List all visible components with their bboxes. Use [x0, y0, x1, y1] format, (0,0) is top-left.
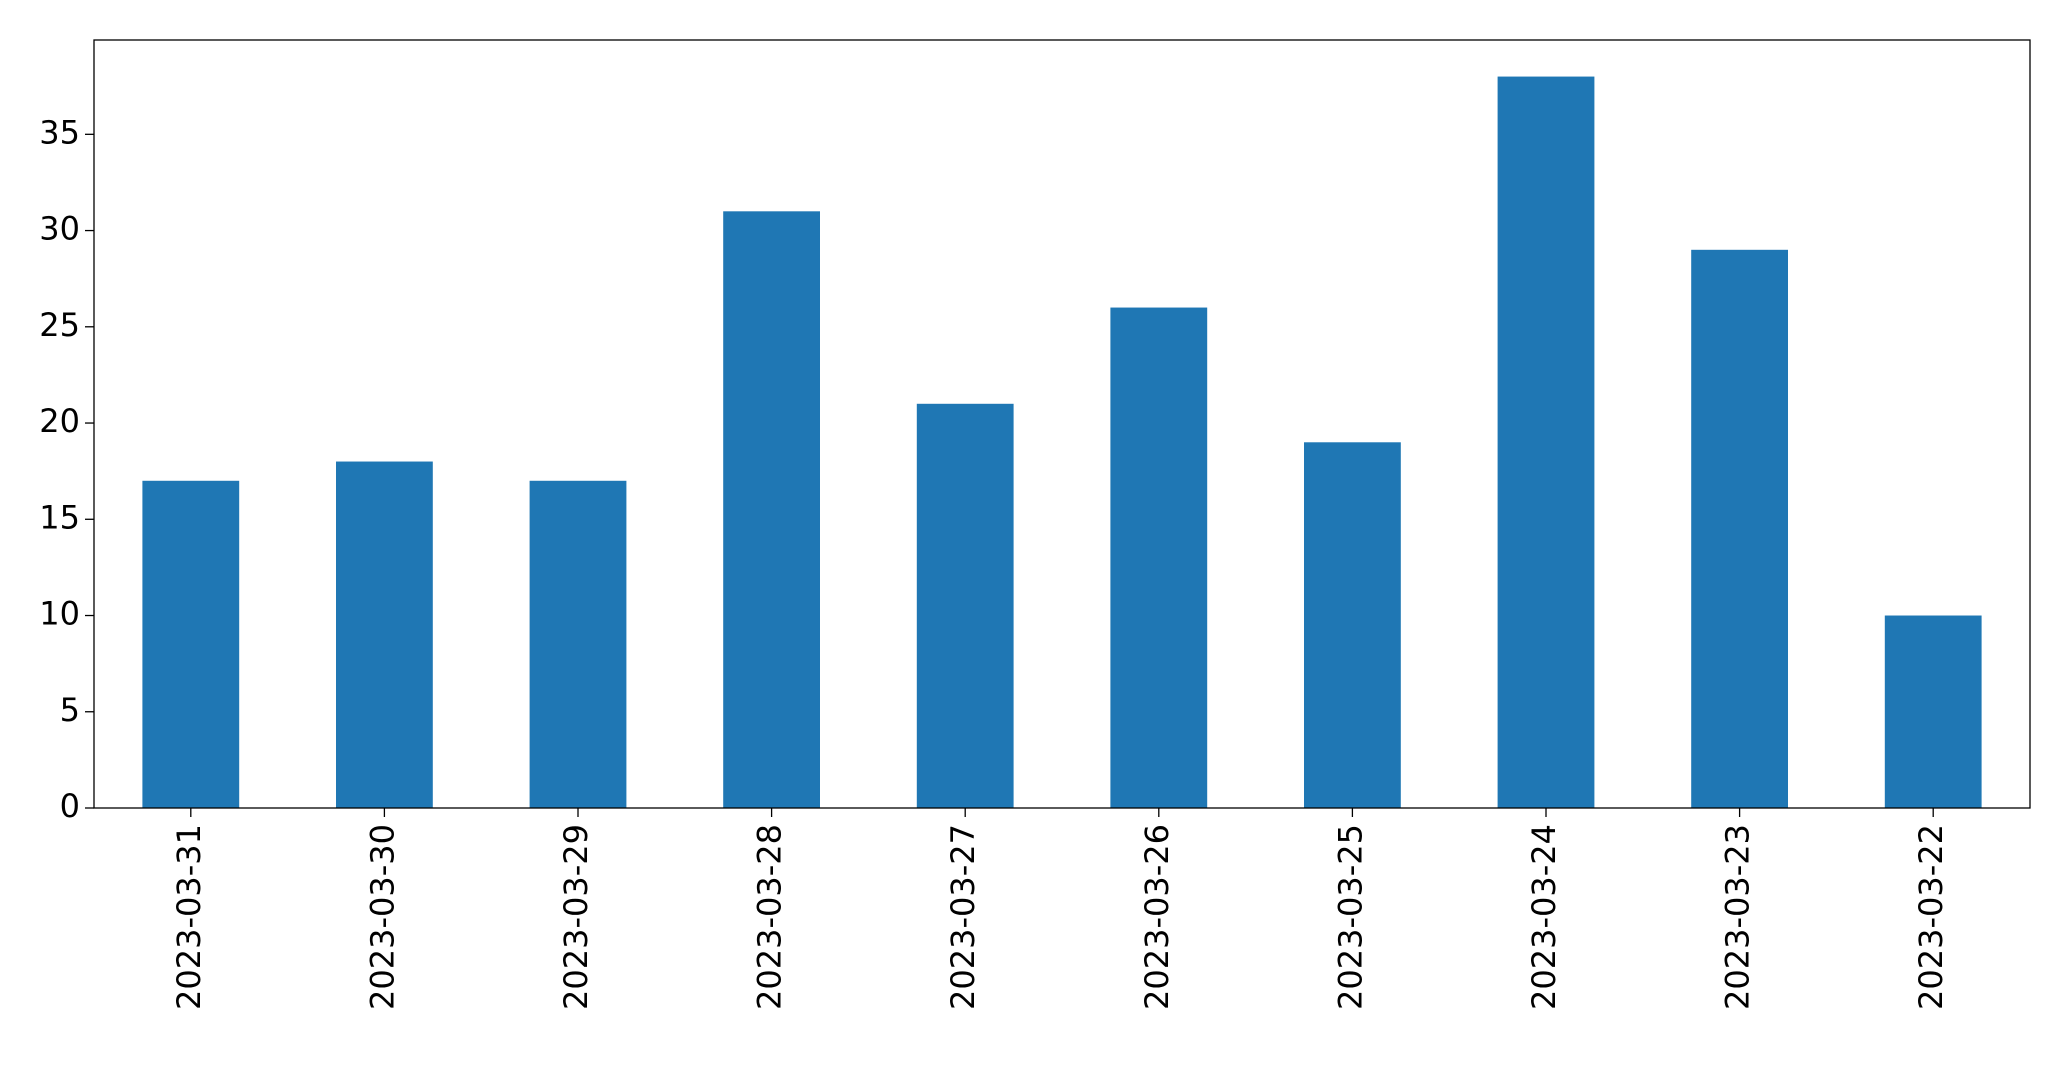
- bar: [1110, 307, 1208, 808]
- bar: [723, 211, 820, 808]
- y-tick-label: 5: [60, 691, 80, 729]
- y-tick-label: 25: [39, 306, 80, 344]
- y-tick-label: 35: [39, 113, 80, 151]
- bar: [1304, 442, 1401, 808]
- bar: [916, 403, 1014, 808]
- y-tick-label: 30: [39, 210, 80, 248]
- bar: [1884, 615, 1982, 808]
- x-tick-label: 2023-03-24: [1525, 824, 1563, 1010]
- y-tick-label: 15: [39, 498, 80, 536]
- x-tick-label: 2023-03-27: [944, 824, 982, 1010]
- bar: [336, 461, 433, 808]
- bar: [529, 480, 627, 808]
- x-tick-label: 2023-03-22: [1912, 824, 1950, 1010]
- y-tick-label: 10: [39, 595, 80, 633]
- axes-frame: [93, 39, 2031, 809]
- x-tick-label: 2023-03-31: [170, 824, 208, 1010]
- bar: [1691, 249, 1788, 808]
- bar: [1497, 76, 1595, 809]
- x-tick-label: 2023-03-23: [1719, 824, 1757, 1010]
- x-tick-label: 2023-03-25: [1331, 824, 1369, 1010]
- x-tick-label: 2023-03-28: [751, 824, 789, 1010]
- bar: [142, 480, 240, 808]
- y-tick-label: 20: [39, 402, 80, 440]
- x-tick-label: 2023-03-29: [557, 824, 595, 1010]
- x-tick-label: 2023-03-30: [363, 824, 401, 1010]
- x-tick-label: 2023-03-26: [1138, 824, 1176, 1010]
- y-tick-label: 0: [60, 787, 80, 825]
